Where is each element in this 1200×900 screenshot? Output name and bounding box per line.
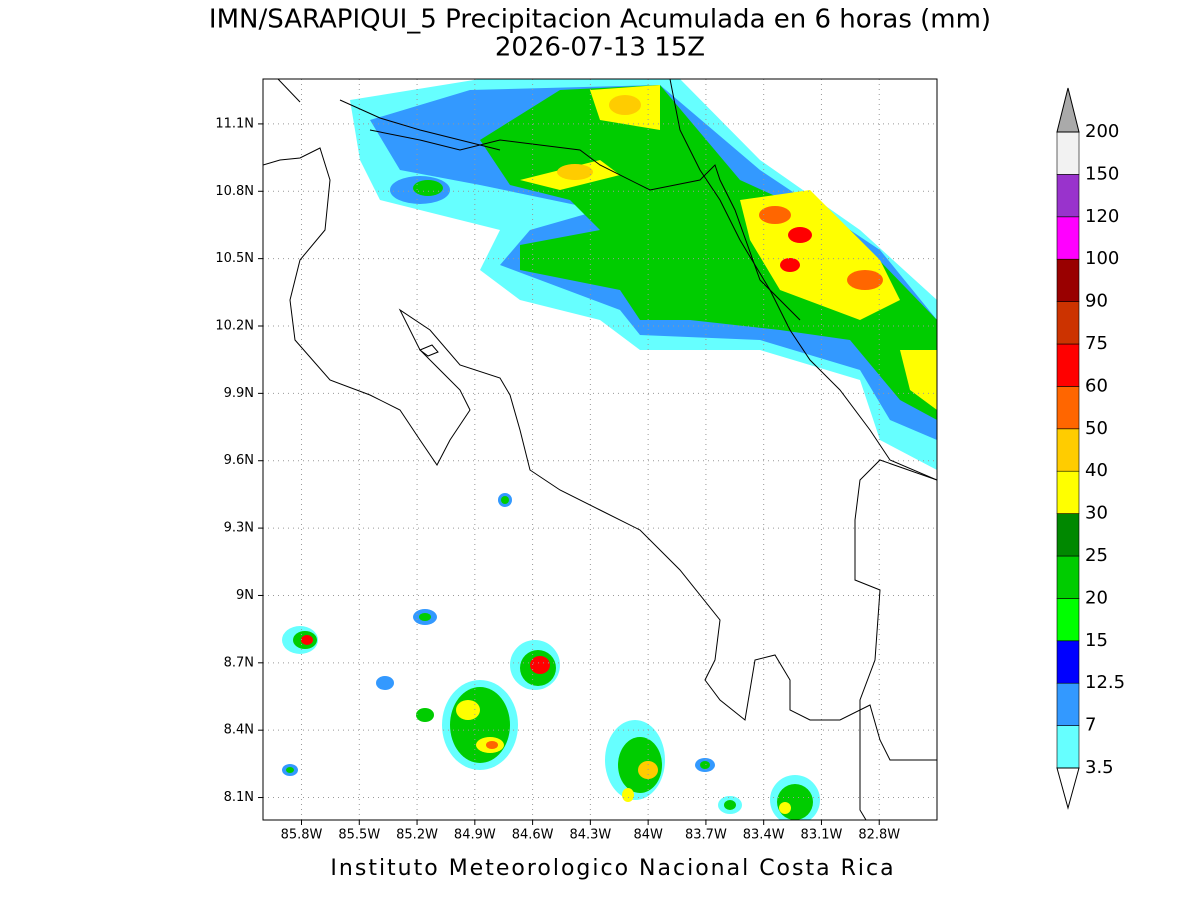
lon-tick-label: 84.3W: [569, 828, 611, 843]
colorbar-label: 25: [1085, 545, 1108, 566]
colorbar-segment: [1056, 682, 1080, 726]
title: IMN/SARAPIQUI_5 Precipitacion Acumulada …: [209, 5, 991, 35]
lat-tick-label: 10.5N: [215, 251, 254, 266]
lat-tick-label: 9.3N: [224, 521, 254, 536]
lat-tick-label: 8.7N: [224, 655, 254, 670]
map-frame: [262, 78, 938, 821]
lon-tick-label: 85.5W: [338, 828, 380, 843]
lat-tick-label: 9.9N: [224, 386, 254, 401]
graticule: [263, 79, 937, 820]
colorbar-label: 120: [1085, 206, 1119, 227]
colorbar-label: 12.5: [1085, 672, 1125, 693]
colorbar-segment: [1056, 428, 1080, 472]
colorbar-segment: [1056, 386, 1080, 430]
colorbar-label: 40: [1085, 460, 1108, 481]
lon-tick-label: 83.1W: [801, 828, 843, 843]
lon-tick-label: 85.8W: [281, 828, 323, 843]
lon-tick-label: 85.2W: [396, 828, 438, 843]
lat-tick-label: 10.8N: [215, 184, 254, 199]
colorbar-label: 3.5: [1085, 757, 1114, 778]
coastlines: [263, 79, 937, 820]
lon-tick-label: 84.6W: [512, 828, 554, 843]
lon-tick-label: 83.7W: [685, 828, 727, 843]
colorbar-segment: [1056, 131, 1080, 175]
colorbar-below: [1056, 767, 1080, 810]
colorbar-label: 50: [1085, 418, 1108, 439]
lon-tick-label: 83.4W: [743, 828, 785, 843]
footer: Instituto Meteorologico Nacional Costa R…: [330, 856, 895, 881]
lat-tick-label: 9.6N: [224, 453, 254, 468]
colorbar-label: 100: [1085, 248, 1119, 269]
colorbar-segment: [1056, 555, 1080, 599]
colorbar-label: 150: [1085, 163, 1119, 184]
colorbar-segment: [1056, 640, 1080, 684]
lat-tick-label: 9N: [236, 588, 254, 603]
axis-ticks: 11.1N 10.8N 10.5N 10.2N 9.9N 9.6N 9.3N 9N 8.7N 8.…: [215, 116, 900, 842]
lat-tick-label: 11.1N: [215, 116, 254, 131]
colorbar-label: 90: [1085, 291, 1108, 312]
lon-tick-label: 82.8W: [858, 828, 900, 843]
colorbar-label: 7: [1085, 715, 1096, 736]
colorbar-segment: [1056, 216, 1080, 260]
colorbar-segment: [1056, 725, 1080, 769]
colorbar-segment: [1056, 301, 1080, 345]
colorbar-segment: [1056, 598, 1080, 642]
colorbar-label: 15: [1085, 630, 1108, 651]
subtitle: 2026-07-13 15Z: [495, 33, 705, 63]
colorbar-segment: [1056, 470, 1080, 514]
lon-tick-label: 84W: [633, 828, 663, 843]
colorbar-label: 20: [1085, 587, 1108, 608]
colorbar: 3.5 7 12.5 15 20 25 30 40 50 60 75 90 100 120 150 200: [1056, 87, 1125, 810]
precipitation-field: [282, 79, 937, 820]
lon-tick-label: 84.9W: [454, 828, 496, 843]
colorbar-label: 75: [1085, 333, 1108, 354]
lat-tick-label: 8.1N: [224, 790, 254, 805]
colorbar-label: 30: [1085, 503, 1108, 524]
lat-tick-label: 10.2N: [215, 319, 254, 334]
colorbar-segment: [1056, 258, 1080, 302]
lat-tick-label: 8.4N: [224, 723, 254, 738]
colorbar-above: [1056, 87, 1080, 133]
colorbar-segment: [1056, 513, 1080, 557]
colorbar-label: 200: [1085, 121, 1119, 142]
colorbar-segment: [1056, 174, 1080, 218]
colorbar-label: 60: [1085, 375, 1108, 396]
colorbar-segment: [1056, 343, 1080, 387]
